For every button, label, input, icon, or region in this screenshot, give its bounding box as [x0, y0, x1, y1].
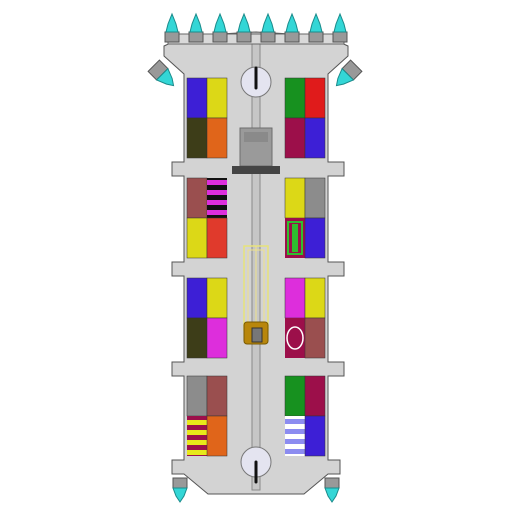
bottom-thruster-left [172, 477, 188, 503]
thruster-icon [236, 12, 252, 43]
room-cell[interactable] [186, 217, 208, 259]
room-cell[interactable] [304, 415, 326, 457]
room-cell[interactable] [187, 416, 207, 456]
thruster-icon [332, 12, 348, 43]
room-cell[interactable] [206, 77, 228, 119]
room-cell[interactable] [284, 375, 306, 417]
room-cell[interactable] [284, 117, 306, 159]
room-cell[interactable] [304, 317, 326, 359]
room-cell[interactable] [285, 416, 305, 456]
room-cell[interactable] [284, 277, 306, 319]
right-room-column [284, 77, 326, 457]
room-cell[interactable] [304, 117, 326, 159]
top-thruster-row [164, 12, 348, 43]
room-cell[interactable] [186, 317, 208, 359]
room-cell[interactable] [186, 77, 208, 119]
thruster-icon [284, 12, 300, 43]
console-icon[interactable] [232, 127, 280, 174]
room-cell[interactable] [285, 218, 305, 258]
thruster-icon [188, 12, 204, 43]
room-cell[interactable] [285, 318, 305, 358]
thruster-icon [212, 12, 228, 43]
room-cell[interactable] [304, 277, 326, 319]
room-cell[interactable] [186, 375, 208, 417]
thruster-icon [260, 12, 276, 43]
room-cell[interactable] [284, 177, 306, 219]
room-cell[interactable] [284, 77, 306, 119]
top-dial-icon[interactable] [240, 66, 272, 98]
bottom-thruster-right [324, 477, 340, 503]
room-cell[interactable] [206, 317, 228, 359]
left-room-column [186, 77, 228, 457]
room-cell[interactable] [206, 117, 228, 159]
room-cell[interactable] [206, 375, 228, 417]
room-cell[interactable] [304, 77, 326, 119]
bottom-dial-icon[interactable] [240, 446, 272, 484]
room-cell[interactable] [206, 277, 228, 319]
room-cell[interactable] [206, 217, 228, 259]
room-cell[interactable] [304, 177, 326, 219]
room-cell[interactable] [186, 117, 208, 159]
thruster-icon [308, 12, 324, 43]
room-cell[interactable] [206, 415, 228, 457]
thruster-icon [164, 12, 180, 43]
elevator-icon[interactable] [243, 245, 269, 345]
room-cell[interactable] [207, 178, 227, 218]
room-cell[interactable] [304, 375, 326, 417]
room-cell[interactable] [186, 277, 208, 319]
side-thruster-left [147, 59, 175, 87]
room-cell[interactable] [304, 217, 326, 259]
side-thruster-right [335, 59, 363, 87]
room-cell[interactable] [186, 177, 208, 219]
